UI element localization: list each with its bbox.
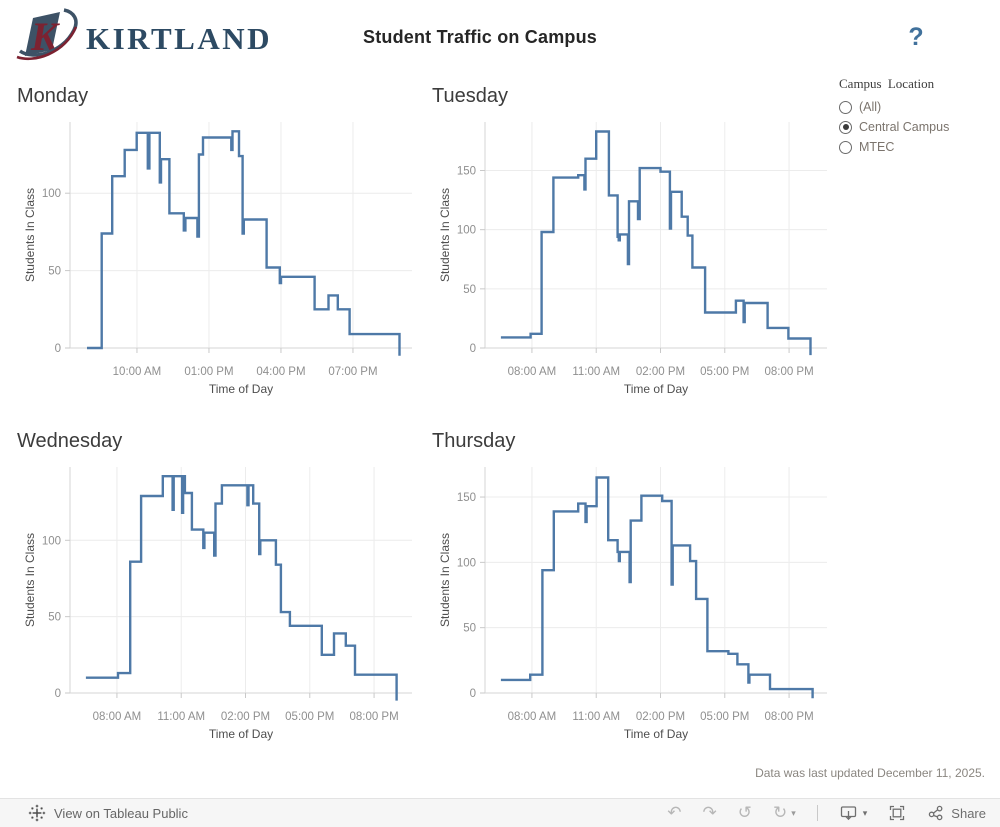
svg-text:05:00 PM: 05:00 PM [700, 711, 749, 723]
logo-wordmark: KIRTLAND [86, 21, 272, 56]
svg-text:100: 100 [42, 188, 61, 200]
svg-text:02:00 PM: 02:00 PM [636, 711, 685, 723]
help-icon[interactable]: ? [908, 23, 924, 51]
logo-swoosh-maroon [16, 26, 78, 61]
svg-text:07:00 PM: 07:00 PM [328, 366, 377, 378]
view-on-tableau-link[interactable]: View on Tableau Public [28, 799, 188, 827]
radio-option-all[interactable]: (All) [839, 99, 989, 115]
step-line-chart-thursday[interactable]: 08:00 AM 11:00 AM 02:00 PM 05:00 PM 08:00 PM… [415, 425, 835, 765]
refresh-caret-icon[interactable]: ▾ [791, 807, 796, 818]
svg-text:50: 50 [48, 266, 61, 278]
svg-text:50: 50 [48, 612, 61, 624]
download-caret-icon[interactable]: ▾ [862, 807, 868, 818]
radio-button-icon[interactable] [839, 140, 852, 154]
chart-panel-wednesday: Wednesday Students In Class 08:00 AM 11:0… [0, 425, 420, 765]
tableau-logo-icon [28, 804, 46, 822]
kirtland-logo-graphic: K KIRTLAND [16, 8, 272, 61]
svg-text:08:00 PM: 08:00 PM [349, 711, 398, 723]
x-axis-title: Time of Day [623, 727, 689, 741]
radio-button-icon[interactable] [839, 120, 852, 134]
chart-title: Wednesday [17, 430, 123, 452]
svg-text:150: 150 [457, 492, 476, 504]
chart-panel-monday: Monday Students In Class 10:00 AM 01:00 P… [0, 80, 420, 420]
reset-icon[interactable]: ↺ [737, 802, 752, 823]
svg-text:50: 50 [463, 284, 476, 296]
svg-text:0: 0 [55, 343, 61, 355]
svg-text:08:00 AM: 08:00 AM [508, 711, 557, 723]
svg-text:08:00 PM: 08:00 PM [764, 366, 813, 378]
svg-text:05:00 PM: 05:00 PM [700, 366, 749, 378]
svg-text:08:00 AM: 08:00 AM [93, 711, 142, 723]
svg-text:100: 100 [42, 535, 61, 547]
svg-text:08:00 AM: 08:00 AM [508, 366, 557, 378]
svg-text:50: 50 [463, 623, 476, 635]
download-icon[interactable]: ▾ [839, 804, 868, 822]
chart-title: Thursday [432, 430, 516, 452]
toolbar-actions: ↶ ↷ ↺ ↻ ▾ ▾ [667, 799, 986, 827]
step-line-chart-monday[interactable]: 10:00 AM 01:00 PM 04:00 PM 07:00 PM 0 50 100 [0, 80, 420, 420]
chart-title: Tuesday [432, 85, 508, 107]
x-axis-title: Time of Day [623, 382, 689, 396]
chart-panel-thursday: Thursday Students In Class 08:00 AM 11:00… [415, 425, 835, 765]
svg-text:04:00 PM: 04:00 PM [256, 366, 305, 378]
page-title: Student Traffic on Campus [362, 27, 598, 47]
share-icon[interactable] [927, 804, 945, 822]
svg-text:0: 0 [55, 688, 61, 700]
radio-button-icon[interactable] [839, 100, 852, 114]
svg-text:0: 0 [470, 343, 476, 355]
radio-option-central-campus[interactable]: Central Campus [839, 119, 989, 135]
svg-text:02:00 PM: 02:00 PM [636, 366, 685, 378]
toolbar-divider [816, 805, 818, 821]
svg-text:0: 0 [470, 688, 476, 700]
chart-title: Monday [17, 85, 89, 107]
step-line-chart-wednesday[interactable]: 08:00 AM 11:00 AM 02:00 PM 05:00 PM 08:00 PM… [0, 425, 420, 765]
svg-text:11:00 AM: 11:00 AM [157, 711, 205, 723]
svg-text:02:00 PM: 02:00 PM [221, 711, 270, 723]
fullscreen-icon[interactable] [888, 804, 906, 822]
campus-location-filter: Campus Location (All) Central Campus MTE… [839, 76, 989, 159]
x-axis-title: Time of Day [208, 382, 274, 396]
radio-label[interactable]: MTEC [859, 140, 895, 154]
view-on-tableau-label[interactable]: View on Tableau Public [54, 805, 188, 821]
filter-title: Campus Location [839, 76, 935, 91]
svg-text:10:00 AM: 10:00 AM [113, 366, 162, 378]
share-label[interactable]: Share [951, 805, 986, 821]
share-button[interactable]: Share [927, 804, 986, 822]
svg-text:08:00 PM: 08:00 PM [764, 711, 813, 723]
svg-text:11:00 AM: 11:00 AM [572, 366, 620, 378]
radio-option-mtec[interactable]: MTEC [839, 139, 989, 155]
chart-panel-tuesday: Tuesday Students In Class 08:00 AM 11:00 … [415, 80, 835, 420]
data-updated-note: Data was last updated December 11, 2025. [755, 766, 985, 780]
x-axis-title: Time of Day [208, 727, 274, 741]
kirtland-logo: K KIRTLAND [16, 6, 276, 64]
logo-mark-block [25, 12, 60, 56]
svg-text:150: 150 [457, 166, 476, 178]
radio-label[interactable]: (All) [859, 100, 882, 114]
svg-text:05:00 PM: 05:00 PM [285, 711, 334, 723]
tableau-toolbar: View on Tableau Public ↶ ↷ ↺ ↻ ▾ ▾ [0, 798, 1000, 827]
refresh-icon[interactable]: ↻ ▾ [772, 802, 796, 823]
svg-text:100: 100 [457, 557, 476, 569]
step-line-chart-tuesday[interactable]: 08:00 AM 11:00 AM 02:00 PM 05:00 PM 08:00 PM… [415, 80, 835, 420]
radio-label[interactable]: Central Campus [859, 120, 950, 134]
undo-icon[interactable]: ↶ [667, 802, 682, 823]
svg-text:11:00 AM: 11:00 AM [572, 711, 620, 723]
svg-text:01:00 PM: 01:00 PM [184, 366, 233, 378]
redo-icon[interactable]: ↷ [702, 802, 717, 823]
svg-text:100: 100 [457, 225, 476, 237]
